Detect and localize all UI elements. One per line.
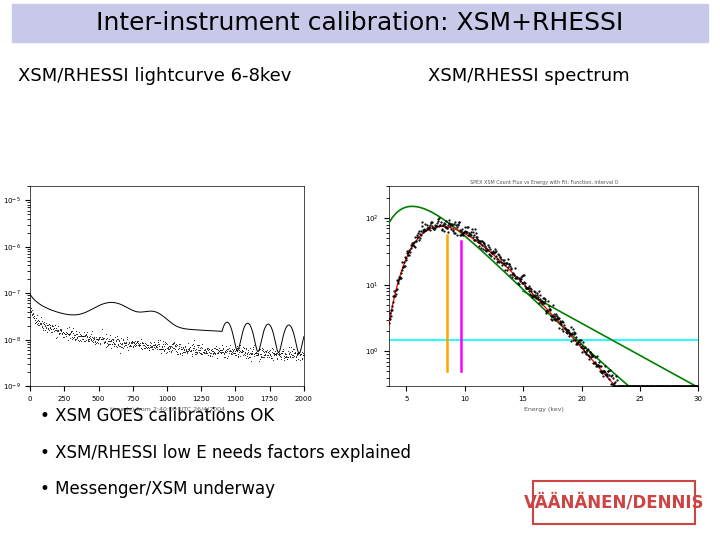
Text: Inter-instrument calibration: XSM+RHESSI: Inter-instrument calibration: XSM+RHESSI	[96, 11, 624, 35]
FancyBboxPatch shape	[12, 4, 708, 42]
Text: • XSM GOES calibrations OK: • XSM GOES calibrations OK	[40, 407, 274, 425]
Text: XSM/RHESSI spectrum: XSM/RHESSI spectrum	[428, 66, 630, 85]
Text: • XSM/RHESSI low E needs factors explained: • XSM/RHESSI low E needs factors explain…	[40, 443, 410, 462]
Title: SPEX XSM Count Flux vs Energy with Fit: Function, interval 0: SPEX XSM Count Flux vs Energy with Fit: …	[469, 179, 618, 185]
FancyBboxPatch shape	[533, 481, 695, 524]
X-axis label: Energy (kev): Energy (kev)	[523, 407, 564, 413]
Text: VÄÄNÄNEN/DENNIS: VÄÄNÄNEN/DENNIS	[523, 493, 704, 511]
X-axis label: time (s) from 2:40:00 UTC 26/4/2004: time (s) from 2:40:00 UTC 26/4/2004	[109, 407, 225, 413]
Text: • Messenger/XSM underway: • Messenger/XSM underway	[40, 480, 274, 498]
Text: XSM/RHESSI lightcurve 6-8kev: XSM/RHESSI lightcurve 6-8kev	[18, 66, 292, 85]
